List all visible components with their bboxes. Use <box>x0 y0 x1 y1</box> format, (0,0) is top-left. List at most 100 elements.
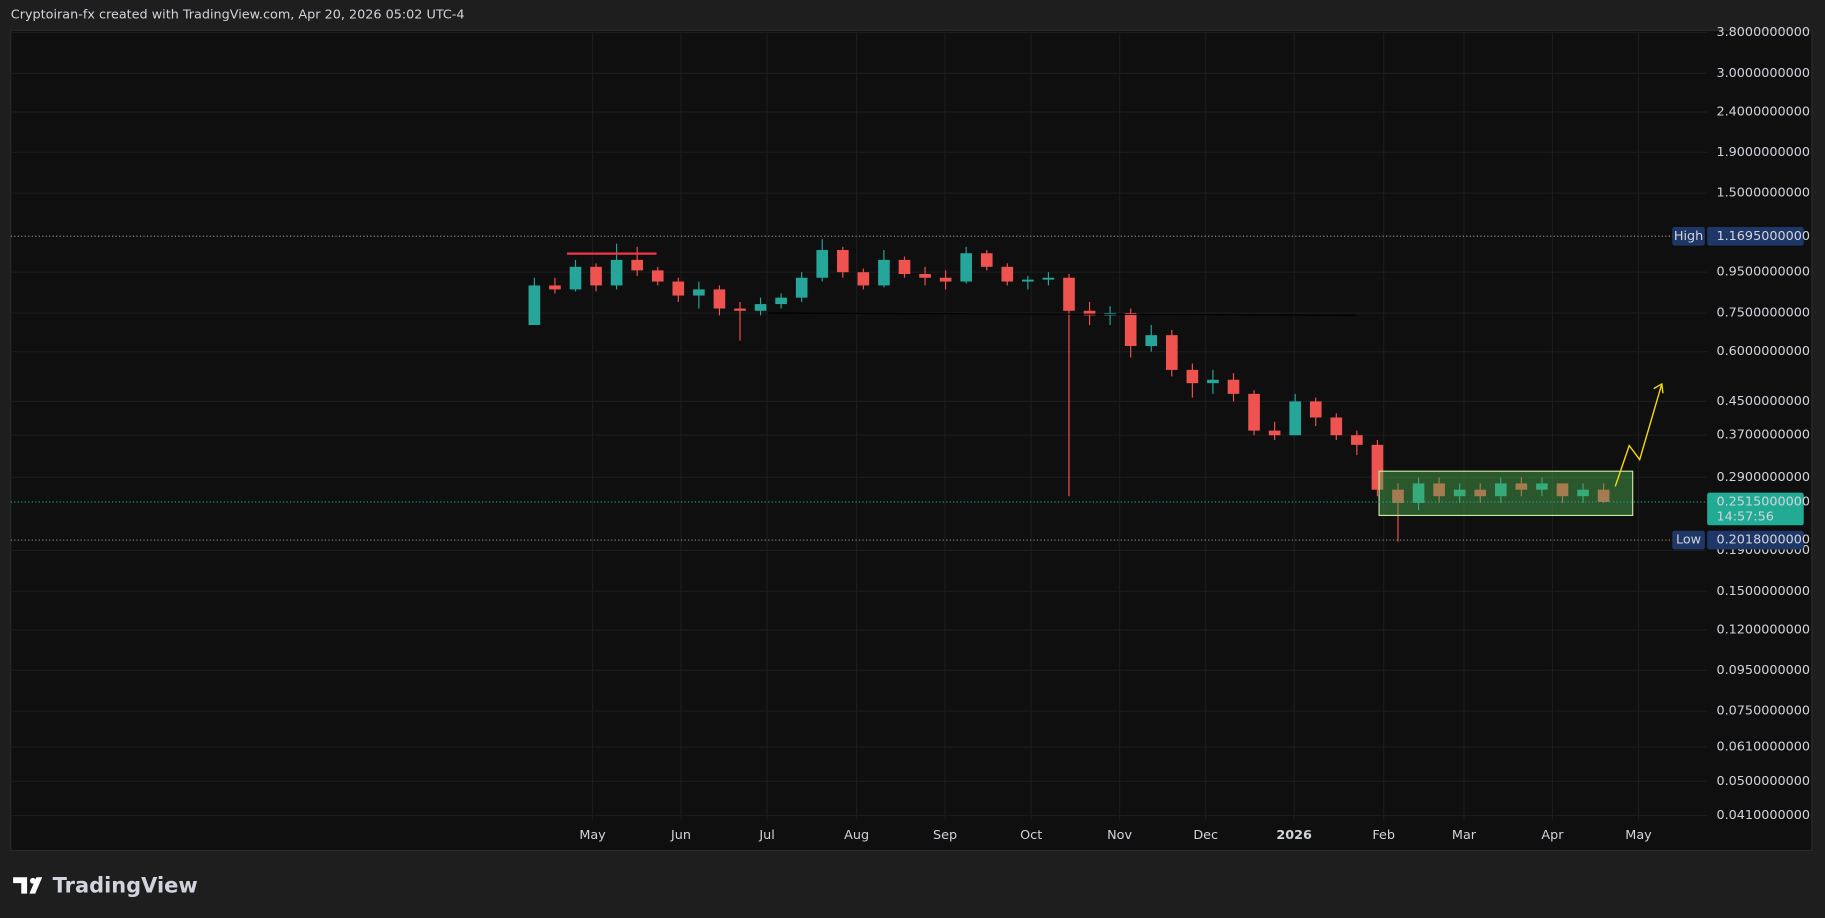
candle-body <box>549 285 561 290</box>
y-tick-label: 0.6000000000 <box>1716 344 1810 359</box>
candle-body <box>795 277 808 298</box>
plot-area <box>10 29 1813 852</box>
candle-body <box>734 308 746 311</box>
candle-body <box>1577 489 1589 497</box>
candle-body <box>857 272 870 286</box>
y-tick-label: 0.1200000000 <box>1716 622 1810 637</box>
range-box <box>1378 470 1634 517</box>
y-tick-label: 0.7500000000 <box>1716 306 1810 321</box>
marker-value: 0.2018000000 <box>1716 533 1810 548</box>
x-tick-label: Feb <box>1372 828 1395 843</box>
candle-body <box>528 285 541 325</box>
x-tick-label: Nov <box>1107 828 1132 843</box>
candle-body <box>1515 483 1528 490</box>
candle-body <box>631 259 643 271</box>
y-tick-label: 1.9000000000 <box>1716 145 1810 160</box>
y-tick-label: 0.0950000000 <box>1716 663 1810 678</box>
marker-label-box <box>1672 226 1705 246</box>
candle-body <box>1351 435 1363 445</box>
marker-label-box <box>1672 530 1705 550</box>
x-tick-label: Jun <box>670 828 691 843</box>
x-tick-label: May <box>1625 828 1652 843</box>
candle-body <box>1083 310 1096 316</box>
last-price-value: 0.2515000000 <box>1716 494 1810 509</box>
header: Cryptoiran-fx created with TradingView.c… <box>11 8 465 23</box>
x-tick-label: Apr <box>1541 828 1564 843</box>
y-tick-label: 0.2900000000 <box>1716 470 1810 485</box>
candle-body <box>569 266 582 290</box>
candle-body <box>1309 401 1322 418</box>
countdown: 14:57:56 <box>1716 510 1773 525</box>
y-tick-label: 1.5000000000 <box>1716 186 1810 201</box>
brand: TradingView <box>53 874 198 898</box>
x-tick-label: Mar <box>1452 828 1477 843</box>
candle-body <box>672 281 685 296</box>
candle-body <box>1145 335 1158 346</box>
candle-body <box>693 289 705 296</box>
candle-body <box>1165 335 1178 370</box>
candle-body <box>1022 279 1034 282</box>
drawn-arrow <box>768 312 1356 316</box>
y-tick-label: 0.1500000000 <box>1716 584 1810 599</box>
y-tick-label: 0.3700000000 <box>1716 428 1810 443</box>
candle-body <box>1289 401 1301 436</box>
candle-body <box>1248 393 1260 431</box>
candle-body <box>816 250 829 278</box>
y-tick-label: 0.0500000000 <box>1716 774 1810 789</box>
logo-dot <box>29 877 36 884</box>
candle-body <box>1556 483 1569 497</box>
candle-body <box>919 274 931 278</box>
candle-body <box>1207 379 1219 384</box>
y-tick-label: 0.4500000000 <box>1716 394 1810 409</box>
y-tick-label: 0.0610000000 <box>1716 739 1810 754</box>
candle-body <box>1392 489 1404 504</box>
candle-body <box>651 270 664 282</box>
x-tick-label: Aug <box>844 828 869 843</box>
last-price-box <box>1707 492 1804 526</box>
candle-body <box>1371 444 1384 490</box>
y-tick-label: 0.9500000000 <box>1716 265 1810 280</box>
marker-value: 1.1695000000 <box>1716 229 1810 244</box>
candle-body <box>1124 313 1137 346</box>
candle-body <box>1453 489 1466 497</box>
arrow-head <box>1653 382 1664 394</box>
candle-body <box>1227 379 1240 394</box>
projection-arrow <box>1614 383 1663 487</box>
y-tick-label: 0.0410000000 <box>1716 808 1810 823</box>
candle-body <box>939 277 952 282</box>
y-tick-label: 2.4000000000 <box>1716 104 1810 119</box>
candle-body <box>1536 483 1548 490</box>
candle-body <box>1001 266 1014 282</box>
candle-body <box>610 259 623 286</box>
candle-body <box>1268 430 1281 436</box>
x-tick-label: Dec <box>1193 828 1218 843</box>
y-tick-label: 3.8000000000 <box>1716 25 1810 40</box>
marker-value-box <box>1707 530 1804 550</box>
candle-body <box>960 253 972 282</box>
marker-value-box <box>1707 226 1804 246</box>
x-tick-label: Sep <box>933 828 957 843</box>
marker-label: High <box>1674 229 1703 244</box>
candle-body <box>1330 417 1343 436</box>
candle-body <box>1063 277 1075 311</box>
marker-label: Low <box>1676 533 1701 548</box>
candle-body <box>1597 489 1610 502</box>
candle-body <box>1494 483 1507 497</box>
candle-body <box>980 253 993 267</box>
candle-body <box>1412 483 1425 504</box>
y-tick-label: 3.0000000000 <box>1716 66 1810 81</box>
candle-body <box>713 289 726 309</box>
x-tick-label: 2026 <box>1276 828 1312 843</box>
x-tick-label: Jul <box>758 828 774 843</box>
candle-body <box>878 259 890 286</box>
y-tick-label: 0.0750000000 <box>1716 704 1810 719</box>
candle-body <box>775 297 787 305</box>
candle-body <box>590 266 602 286</box>
candle-body <box>1474 489 1487 497</box>
candle-body <box>1042 277 1055 280</box>
x-tick-label: May <box>579 828 606 843</box>
candle-body <box>1186 369 1199 384</box>
candle-body <box>836 250 849 273</box>
